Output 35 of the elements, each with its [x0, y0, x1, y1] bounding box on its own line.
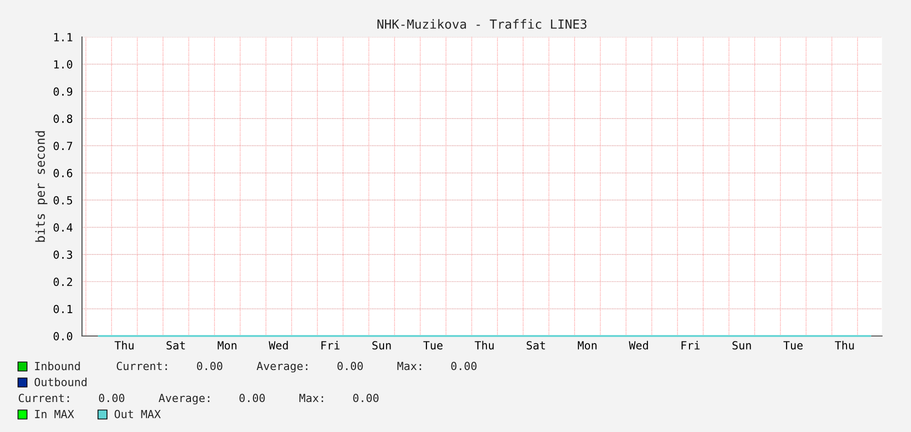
- legend-label: Inbound: [35, 362, 80, 370]
- y-tick-label: 1.1: [54, 33, 72, 42]
- x-tick-label: Thu: [834, 340, 854, 350]
- y-tick-label: 1.0: [54, 60, 72, 69]
- y-tick-label: 0.0: [54, 332, 72, 340]
- x-tick-label: Thu: [114, 340, 134, 350]
- y-tick-label: 0.4: [54, 223, 72, 232]
- y-tick-label: 0.2: [54, 278, 72, 286]
- legend-label: In MAX: [35, 410, 74, 418]
- x-tick-label: Sun: [372, 341, 391, 350]
- y-tick-label: 0.7: [54, 142, 72, 150]
- x-tick-label: Sat: [526, 341, 545, 350]
- y-axis-title: bits per second: [35, 131, 48, 242]
- chart-title: NHK-Muzikova - Traffic LINE3: [377, 19, 586, 29]
- x-tick-label: Mon: [578, 341, 597, 350]
- x-tick-label: Fri: [321, 340, 340, 350]
- x-tick-label: Fri: [682, 340, 700, 350]
- x-tick-label: Tue: [423, 341, 443, 350]
- x-tick-label: Thu: [474, 340, 494, 350]
- y-tick-label: 0.5: [54, 196, 72, 204]
- x-tick-label: Mon: [218, 341, 236, 350]
- text: Current: 0.00 Average: 0.00 Max: 0.00: [18, 394, 379, 404]
- x-tick-label: Tue: [783, 341, 803, 350]
- y-tick-label: 0.8: [54, 114, 72, 123]
- x-tick-label: Wed: [628, 340, 648, 350]
- x-tick-label: Wed: [268, 340, 288, 350]
- y-tick-label: 0.9: [54, 87, 72, 96]
- legend-label: Out MAX: [114, 410, 161, 418]
- y-tick-label: 0.6: [54, 168, 72, 178]
- y-tick-label: 0.1: [54, 304, 72, 314]
- x-tick-label: Sat: [166, 341, 185, 350]
- x-tick-label: Sun: [732, 341, 751, 350]
- legend-label: Outbound: [34, 378, 86, 386]
- y-tick-label: 0.3: [54, 250, 72, 259]
- text: Current: 0.00 Average: 0.00 Max: 0.00: [116, 362, 477, 372]
